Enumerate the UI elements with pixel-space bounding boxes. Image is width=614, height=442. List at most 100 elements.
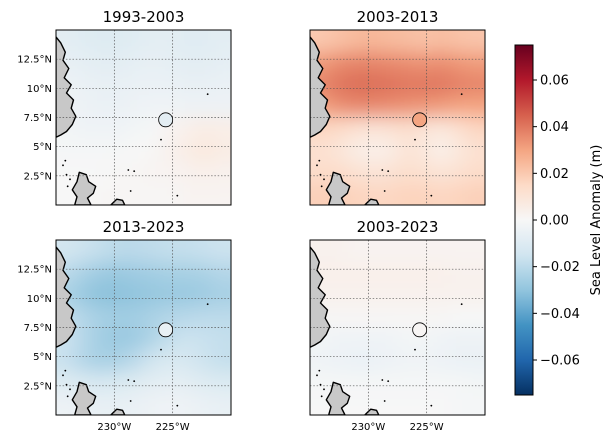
grid-cell (56, 240, 57, 263)
small-island (65, 383, 68, 386)
grid-cell (432, 117, 451, 140)
grid-cell (161, 183, 180, 205)
grid-cell (196, 240, 215, 241)
x-tick-label: 225°W (156, 422, 190, 433)
grid-cell (73, 73, 92, 97)
grid-cell (485, 371, 503, 393)
grid-cell (362, 349, 381, 372)
grid-cell (415, 139, 434, 162)
grid-cell (143, 95, 162, 119)
small-island (387, 170, 390, 173)
grid-cell (345, 73, 364, 97)
small-island (320, 185, 323, 188)
grid-cell (126, 73, 145, 97)
grid-cell (91, 139, 110, 162)
small-island (206, 93, 209, 96)
grid-cell (450, 161, 469, 184)
small-island (414, 348, 416, 351)
grid-cell (56, 161, 75, 184)
coastline (71, 381, 97, 415)
grid-cell (178, 30, 197, 53)
grid-cell (467, 139, 485, 162)
colorbar-label: Sea Level Anomaly (m) (589, 145, 604, 296)
grid-cell (380, 371, 399, 394)
grid-cell (310, 30, 329, 31)
small-island (383, 400, 386, 402)
grid-cell (126, 183, 145, 205)
grid-cell (380, 73, 399, 97)
grid-cell (485, 183, 503, 205)
grid-cell (397, 349, 416, 372)
grid-cell (231, 328, 249, 350)
grid-cell (73, 30, 92, 31)
grid-cell (126, 371, 145, 394)
grid-cell (108, 305, 127, 329)
grid-cell (196, 95, 215, 119)
grid-cell (450, 30, 469, 31)
grid-cell (126, 161, 145, 184)
grid-cell (450, 183, 469, 205)
land (310, 36, 463, 205)
coastline (110, 408, 126, 415)
grid-cell (327, 51, 346, 75)
grid-cell (345, 283, 364, 307)
grid-cell (178, 393, 197, 415)
grid-cell (126, 139, 145, 162)
grid-cell (380, 305, 399, 329)
grid-cell (231, 284, 249, 306)
grid-cell (143, 327, 162, 350)
grid-cell (231, 262, 249, 284)
grid-cell (327, 73, 346, 97)
grid-cell (56, 240, 57, 241)
grid-cell (450, 240, 469, 263)
grid-cell (415, 349, 434, 372)
grid-cell (161, 261, 180, 285)
grid-cell (380, 393, 399, 415)
grid-cell (39, 415, 57, 437)
grid-cell (468, 205, 486, 227)
grid-cell (432, 30, 451, 53)
grid-cell (397, 51, 416, 75)
grid-cell (432, 261, 451, 285)
grid-cell (143, 283, 162, 307)
small-island (66, 395, 69, 398)
grid-cell (91, 73, 110, 97)
grid-cell (196, 51, 215, 75)
grid-cell (91, 349, 110, 372)
grid-cell (310, 371, 329, 394)
grid-cell (345, 117, 364, 140)
grid-cell (293, 205, 311, 227)
small-island (129, 400, 132, 402)
y-tick-label: 12.5°N (17, 265, 52, 276)
grid-cell (380, 261, 399, 285)
grid-cell (380, 30, 399, 53)
grid-cell (362, 161, 381, 184)
colorbar-tick-label: −0.06 (540, 354, 580, 369)
station-marker (412, 112, 428, 128)
grid-cell (231, 218, 249, 240)
grid-cell (310, 95, 311, 119)
grid-cell (415, 51, 434, 75)
small-island (430, 194, 433, 197)
grid-cell (362, 371, 381, 394)
grid-cell (450, 73, 469, 97)
grid-cell (328, 415, 346, 437)
grid-cell (143, 30, 162, 53)
grid-cell (178, 327, 197, 350)
grid-cell (485, 205, 503, 227)
grid-cell (327, 349, 346, 372)
grid-cell (362, 305, 381, 329)
grid-cell (415, 30, 434, 53)
grid-cell (213, 283, 231, 307)
grid-cell (213, 327, 231, 350)
panel-title: 1993-2003 (103, 8, 185, 26)
small-island (381, 169, 384, 171)
grid-cell (327, 95, 346, 119)
grid-cell (362, 139, 381, 162)
grid-cell (213, 240, 231, 241)
grid-cell (310, 139, 329, 162)
grid-cell (213, 261, 231, 285)
grid-cell (432, 349, 451, 372)
panel-title: 2013-2023 (103, 218, 185, 236)
grid-cell (450, 30, 469, 53)
